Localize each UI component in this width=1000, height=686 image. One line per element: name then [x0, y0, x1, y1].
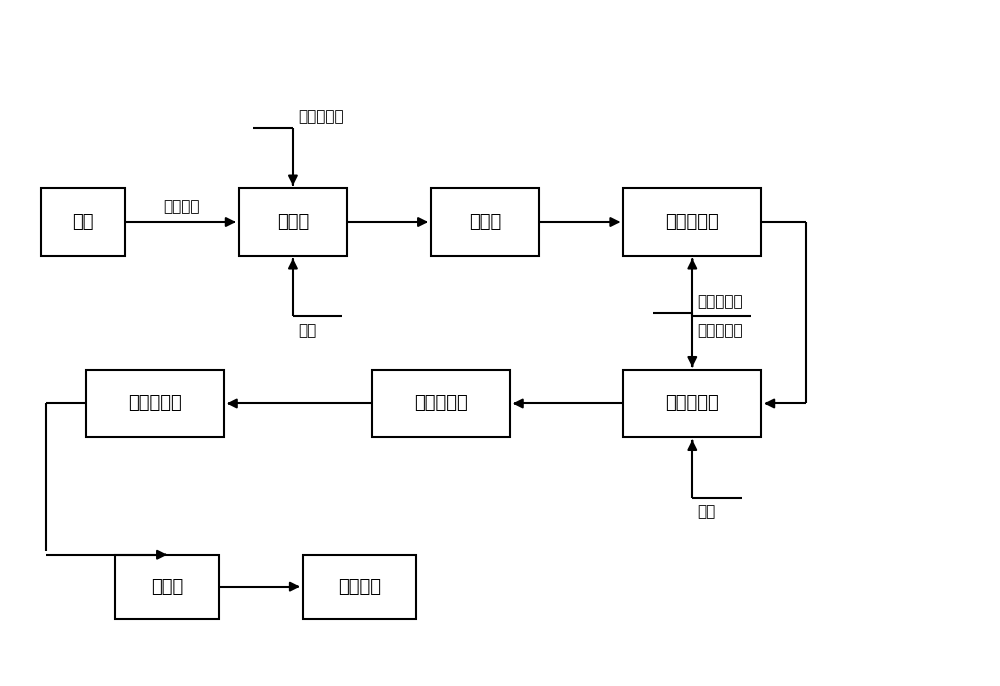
Text: 分解罐: 分解罐: [469, 213, 501, 231]
Text: 盐池结晶: 盐池结晶: [338, 578, 381, 595]
Bar: [623, 189, 761, 256]
Text: 沉淀池: 沉淀池: [151, 578, 183, 595]
Bar: [623, 370, 761, 437]
Text: 第二调节罐: 第二调节罐: [665, 394, 719, 412]
Bar: [239, 189, 347, 256]
Bar: [431, 189, 539, 256]
Bar: [303, 555, 416, 619]
Bar: [115, 555, 219, 619]
Text: 饱和老卤水: 饱和老卤水: [697, 294, 743, 309]
Bar: [372, 370, 510, 437]
Text: 淡水: 淡水: [298, 323, 316, 338]
Text: 皮带输送: 皮带输送: [164, 199, 200, 214]
Text: 尾盐渣浆泵: 尾盐渣浆泵: [128, 394, 182, 412]
Bar: [41, 189, 125, 256]
Text: 淡水: 淡水: [697, 504, 715, 519]
Text: 第三调节罐: 第三调节罐: [414, 394, 468, 412]
Text: 饱和老卤水: 饱和老卤水: [697, 323, 743, 338]
Text: 废料: 废料: [73, 213, 94, 231]
Text: 第一调节罐: 第一调节罐: [665, 213, 719, 231]
Text: 搅拌罐: 搅拌罐: [277, 213, 309, 231]
Bar: [86, 370, 224, 437]
Text: 饱和老卤水: 饱和老卤水: [298, 110, 343, 125]
